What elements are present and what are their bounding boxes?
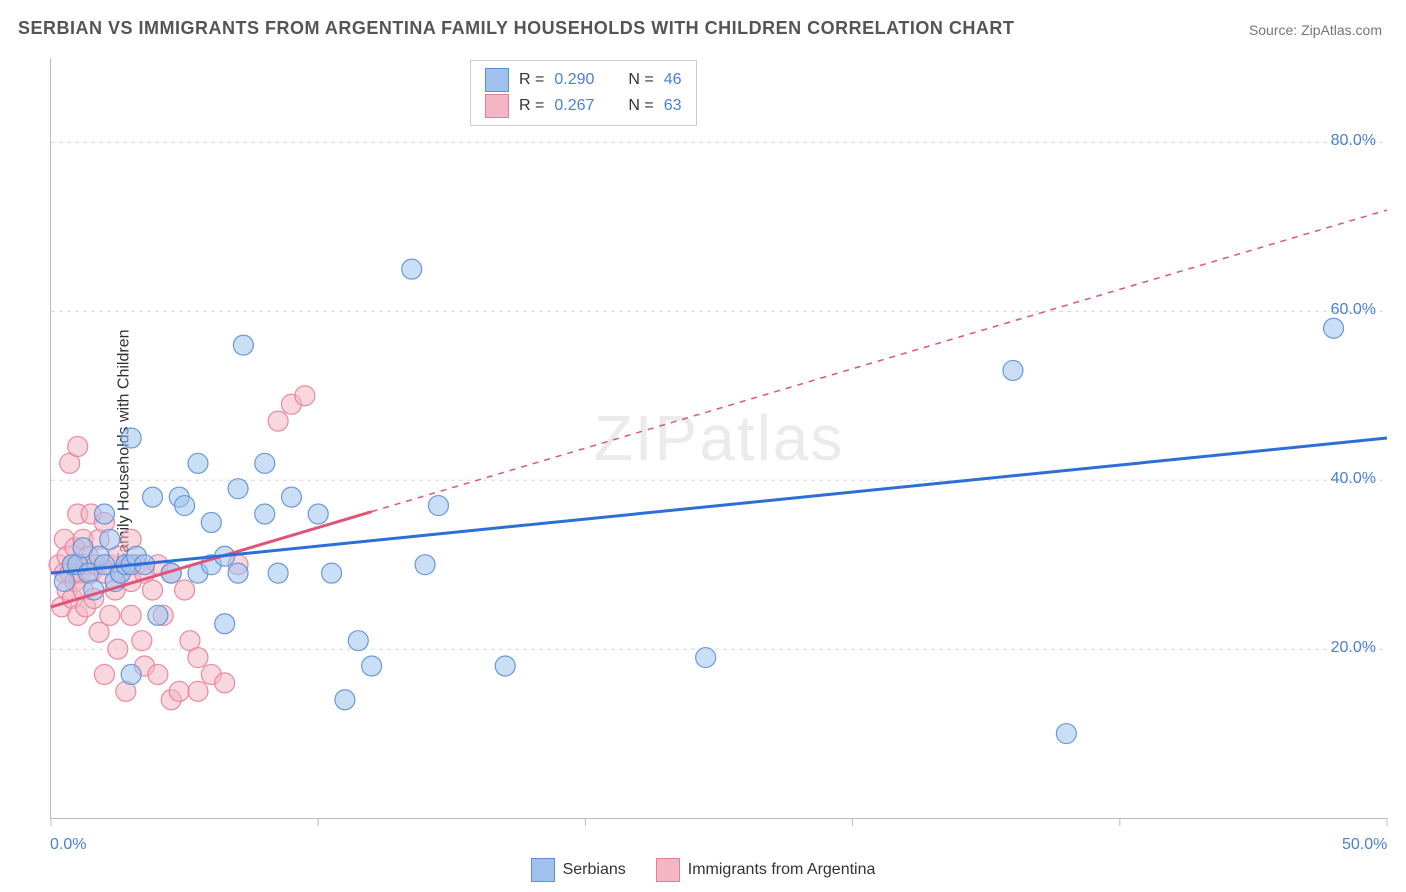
r-label: R = [519,93,544,119]
y-tick-label: 80.0% [1331,132,1376,150]
swatch-serbians [485,68,509,92]
y-tick-label: 20.0% [1331,639,1376,657]
source-label: Source: ZipAtlas.com [1249,22,1382,38]
x-tick-label: 50.0% [1342,836,1387,854]
x-tick-label: 0.0% [50,836,86,854]
chart-title: SERBIAN VS IMMIGRANTS FROM ARGENTINA FAM… [18,18,1014,39]
swatch-argentina [485,94,509,118]
n-value-argentina: 63 [664,93,682,119]
n-value-serbians: 46 [664,67,682,93]
swatch-argentina [656,858,680,882]
plot-area: ZIPatlas [50,58,1387,819]
r-label: R = [519,67,544,93]
chart-svg [51,58,1387,830]
chart-container: SERBIAN VS IMMIGRANTS FROM ARGENTINA FAM… [0,0,1406,892]
n-label: N = [628,67,653,93]
n-label: N = [628,93,653,119]
legend-label-argentina: Immigrants from Argentina [688,861,876,879]
correlation-row-serbians: R = 0.290 N = 46 [485,67,682,93]
correlation-legend: R = 0.290 N = 46 R = 0.267 N = 63 [470,60,697,126]
series-legend: Serbians Immigrants from Argentina [0,858,1406,882]
r-value-serbians: 0.290 [554,67,594,93]
y-tick-label: 60.0% [1331,301,1376,319]
swatch-serbians [531,858,555,882]
correlation-row-argentina: R = 0.267 N = 63 [485,93,682,119]
legend-item-serbians: Serbians [531,858,626,882]
legend-label-serbians: Serbians [563,861,626,879]
r-value-argentina: 0.267 [554,93,594,119]
legend-item-argentina: Immigrants from Argentina [656,858,876,882]
y-tick-label: 40.0% [1331,470,1376,488]
